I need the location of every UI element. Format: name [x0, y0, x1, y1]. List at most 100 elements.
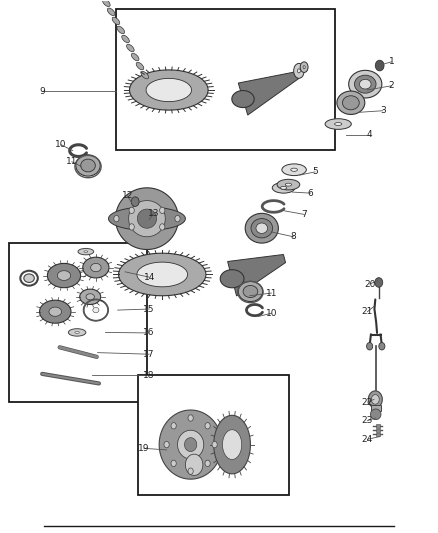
- Polygon shape: [39, 300, 71, 323]
- Circle shape: [375, 60, 384, 71]
- Circle shape: [175, 215, 180, 222]
- Polygon shape: [371, 409, 381, 419]
- Ellipse shape: [337, 91, 365, 115]
- Bar: [138, 375, 289, 495]
- Circle shape: [131, 197, 139, 206]
- Ellipse shape: [84, 251, 88, 253]
- Text: 12: 12: [122, 191, 133, 200]
- Polygon shape: [232, 91, 254, 108]
- Bar: [117, 9, 335, 150]
- Polygon shape: [146, 78, 191, 102]
- Polygon shape: [129, 200, 165, 237]
- Text: 6: 6: [308, 189, 314, 198]
- Circle shape: [171, 460, 176, 466]
- Ellipse shape: [238, 281, 263, 302]
- Ellipse shape: [243, 286, 258, 297]
- Circle shape: [164, 441, 169, 448]
- Circle shape: [367, 343, 373, 350]
- Text: 19: 19: [138, 444, 150, 453]
- Polygon shape: [137, 262, 187, 287]
- Polygon shape: [184, 438, 197, 451]
- Ellipse shape: [141, 71, 148, 79]
- Text: 22: 22: [362, 398, 373, 407]
- Ellipse shape: [303, 66, 305, 69]
- Circle shape: [188, 415, 193, 421]
- Text: 16: 16: [143, 328, 155, 337]
- Text: 5: 5: [312, 167, 318, 176]
- Text: 23: 23: [362, 416, 373, 425]
- Ellipse shape: [93, 308, 99, 313]
- Polygon shape: [214, 415, 251, 474]
- Circle shape: [159, 207, 165, 214]
- Polygon shape: [368, 391, 382, 408]
- Text: 3: 3: [380, 106, 385, 115]
- Ellipse shape: [277, 179, 300, 190]
- Polygon shape: [376, 433, 380, 436]
- Ellipse shape: [300, 62, 308, 72]
- Text: 18: 18: [143, 371, 155, 380]
- Text: 11: 11: [66, 157, 78, 166]
- Polygon shape: [47, 263, 81, 288]
- Circle shape: [212, 441, 217, 448]
- Ellipse shape: [81, 159, 95, 172]
- Polygon shape: [185, 454, 203, 475]
- Polygon shape: [57, 271, 71, 280]
- Ellipse shape: [325, 119, 351, 130]
- Text: 17: 17: [143, 350, 155, 359]
- Polygon shape: [109, 207, 185, 230]
- Polygon shape: [116, 188, 178, 249]
- Ellipse shape: [360, 79, 371, 89]
- Text: 4: 4: [367, 130, 372, 139]
- Ellipse shape: [335, 123, 342, 125]
- Circle shape: [129, 207, 134, 214]
- Ellipse shape: [293, 63, 304, 78]
- Circle shape: [188, 468, 193, 474]
- Ellipse shape: [282, 164, 306, 175]
- Circle shape: [205, 460, 210, 466]
- Circle shape: [205, 423, 210, 429]
- Ellipse shape: [68, 329, 86, 336]
- Ellipse shape: [117, 26, 124, 34]
- Ellipse shape: [297, 69, 300, 73]
- Polygon shape: [177, 430, 204, 459]
- Ellipse shape: [136, 62, 144, 70]
- Text: 14: 14: [144, 273, 155, 281]
- Text: 10: 10: [55, 140, 67, 149]
- Ellipse shape: [245, 213, 279, 243]
- Polygon shape: [159, 410, 222, 479]
- Circle shape: [114, 215, 119, 222]
- Text: 15: 15: [143, 304, 155, 313]
- Ellipse shape: [280, 187, 287, 189]
- Ellipse shape: [75, 332, 79, 333]
- Ellipse shape: [256, 223, 268, 233]
- Text: 9: 9: [39, 86, 45, 95]
- Polygon shape: [91, 263, 101, 272]
- Ellipse shape: [343, 96, 359, 110]
- Ellipse shape: [112, 17, 120, 25]
- Ellipse shape: [131, 53, 139, 61]
- Polygon shape: [376, 424, 380, 427]
- Text: 13: 13: [148, 209, 159, 218]
- Polygon shape: [119, 253, 206, 296]
- Circle shape: [129, 224, 134, 230]
- Text: 10: 10: [265, 309, 277, 318]
- Text: 2: 2: [389, 81, 394, 90]
- Bar: [10, 243, 147, 402]
- Ellipse shape: [272, 182, 295, 193]
- Text: 1: 1: [389, 58, 394, 66]
- Polygon shape: [376, 429, 380, 432]
- Text: 20: 20: [364, 279, 375, 288]
- Polygon shape: [220, 270, 244, 288]
- Ellipse shape: [285, 183, 292, 186]
- Ellipse shape: [76, 155, 100, 176]
- Polygon shape: [130, 70, 208, 110]
- Polygon shape: [238, 71, 299, 115]
- Ellipse shape: [78, 248, 94, 255]
- Polygon shape: [83, 257, 109, 278]
- Ellipse shape: [24, 274, 34, 282]
- Polygon shape: [80, 289, 101, 304]
- Circle shape: [375, 278, 383, 287]
- Text: 11: 11: [265, 288, 277, 297]
- Circle shape: [159, 224, 165, 230]
- Ellipse shape: [122, 35, 129, 43]
